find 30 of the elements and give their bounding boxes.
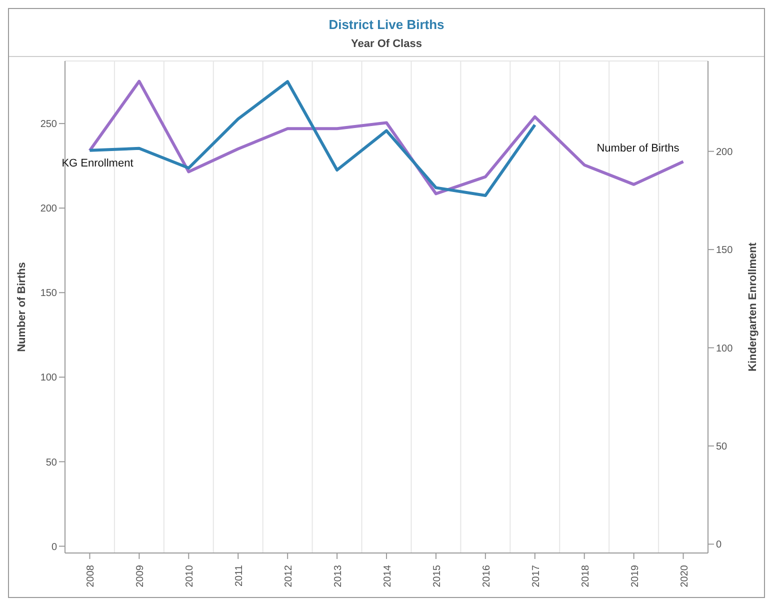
y-tick-label: 200: [40, 204, 58, 215]
x-tick-label: 2016: [481, 564, 492, 588]
x-tick-label: 2008: [86, 564, 97, 588]
x-axis-title: Year Of Class: [9, 32, 764, 57]
x-tick-label: 2011: [234, 564, 246, 587]
x-tick-label: 2019: [630, 564, 641, 588]
y-tick-label: 0: [51, 542, 58, 553]
y2-axis-title: Kindergarten Enrollment: [746, 242, 759, 372]
y-axis-title: Number of Births: [16, 262, 28, 352]
y2-tick-label: 0: [716, 540, 722, 551]
series-label: KG Enrollment: [62, 157, 134, 170]
y-tick-label: 250: [40, 119, 58, 130]
y2-tick-label: 150: [716, 245, 734, 256]
y-tick-label: 150: [40, 288, 58, 300]
chart-title: District Live Births: [328, 16, 446, 32]
x-tick-label: 2012: [284, 564, 295, 588]
y-tick-label: 50: [46, 457, 58, 468]
x-tick-label: 2017: [530, 564, 542, 588]
series-label: Number of Births: [596, 142, 680, 155]
y2-tick-label: 200: [716, 146, 734, 158]
x-tick-label: 2009: [135, 564, 146, 588]
y-tick-label: 100: [40, 372, 58, 384]
x-tick-label: 2014: [382, 564, 394, 588]
x-tick-label: 2010: [184, 564, 196, 588]
x-tick-label: 2018: [580, 564, 592, 588]
x-tick-label: 2013: [333, 564, 344, 588]
y2-tick-label: 50: [716, 442, 728, 453]
x-tick-label: 2020: [679, 564, 690, 588]
x-tick-label: 2015: [432, 564, 443, 588]
y2-tick-label: 100: [716, 343, 734, 354]
